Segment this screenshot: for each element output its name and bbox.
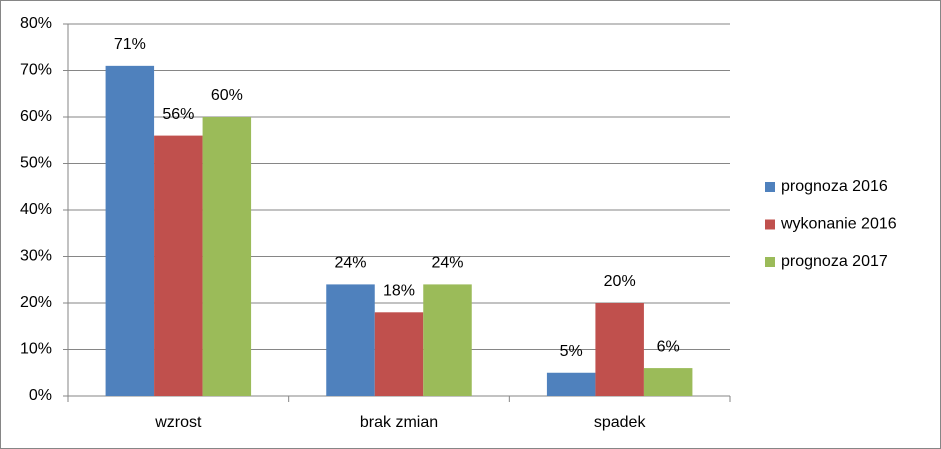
data-label: 20% [604,273,636,290]
data-label: 5% [560,343,583,360]
x-tick-label: wzrost [154,414,202,431]
bar [643,368,693,396]
bar [546,372,596,396]
data-label: 60% [211,87,243,104]
y-tick-label: 0% [29,387,52,404]
legend-swatch [765,219,775,230]
data-label: 24% [334,255,366,272]
bar [595,303,644,396]
y-tick-label: 40% [20,201,52,218]
y-tick-label: 60% [20,108,52,125]
bar [105,65,155,396]
legend-label: wykonanie 2016 [780,216,897,233]
bar [423,284,472,396]
legend-label: prognoza 2017 [781,253,888,270]
data-label: 24% [431,255,463,272]
legend-swatch [765,182,775,192]
legend-swatch [765,257,775,267]
data-label: 6% [657,338,680,355]
y-tick-label: 20% [20,294,52,311]
y-tick-label: 80% [20,15,52,32]
data-label: 56% [162,106,194,123]
legend-label: prognoza 2016 [781,178,888,195]
x-tick-label: brak zmian [360,414,438,431]
bar [326,284,375,396]
data-label: 18% [383,283,415,300]
bar [154,135,203,396]
x-tick-label: spadek [594,414,647,431]
y-tick-label: 70% [20,62,52,79]
y-tick-label: 30% [20,248,52,265]
y-tick-label: 50% [20,155,52,172]
bar [202,117,252,396]
data-label: 71% [114,36,146,53]
y-tick-label: 10% [20,341,52,358]
bar [374,312,424,396]
